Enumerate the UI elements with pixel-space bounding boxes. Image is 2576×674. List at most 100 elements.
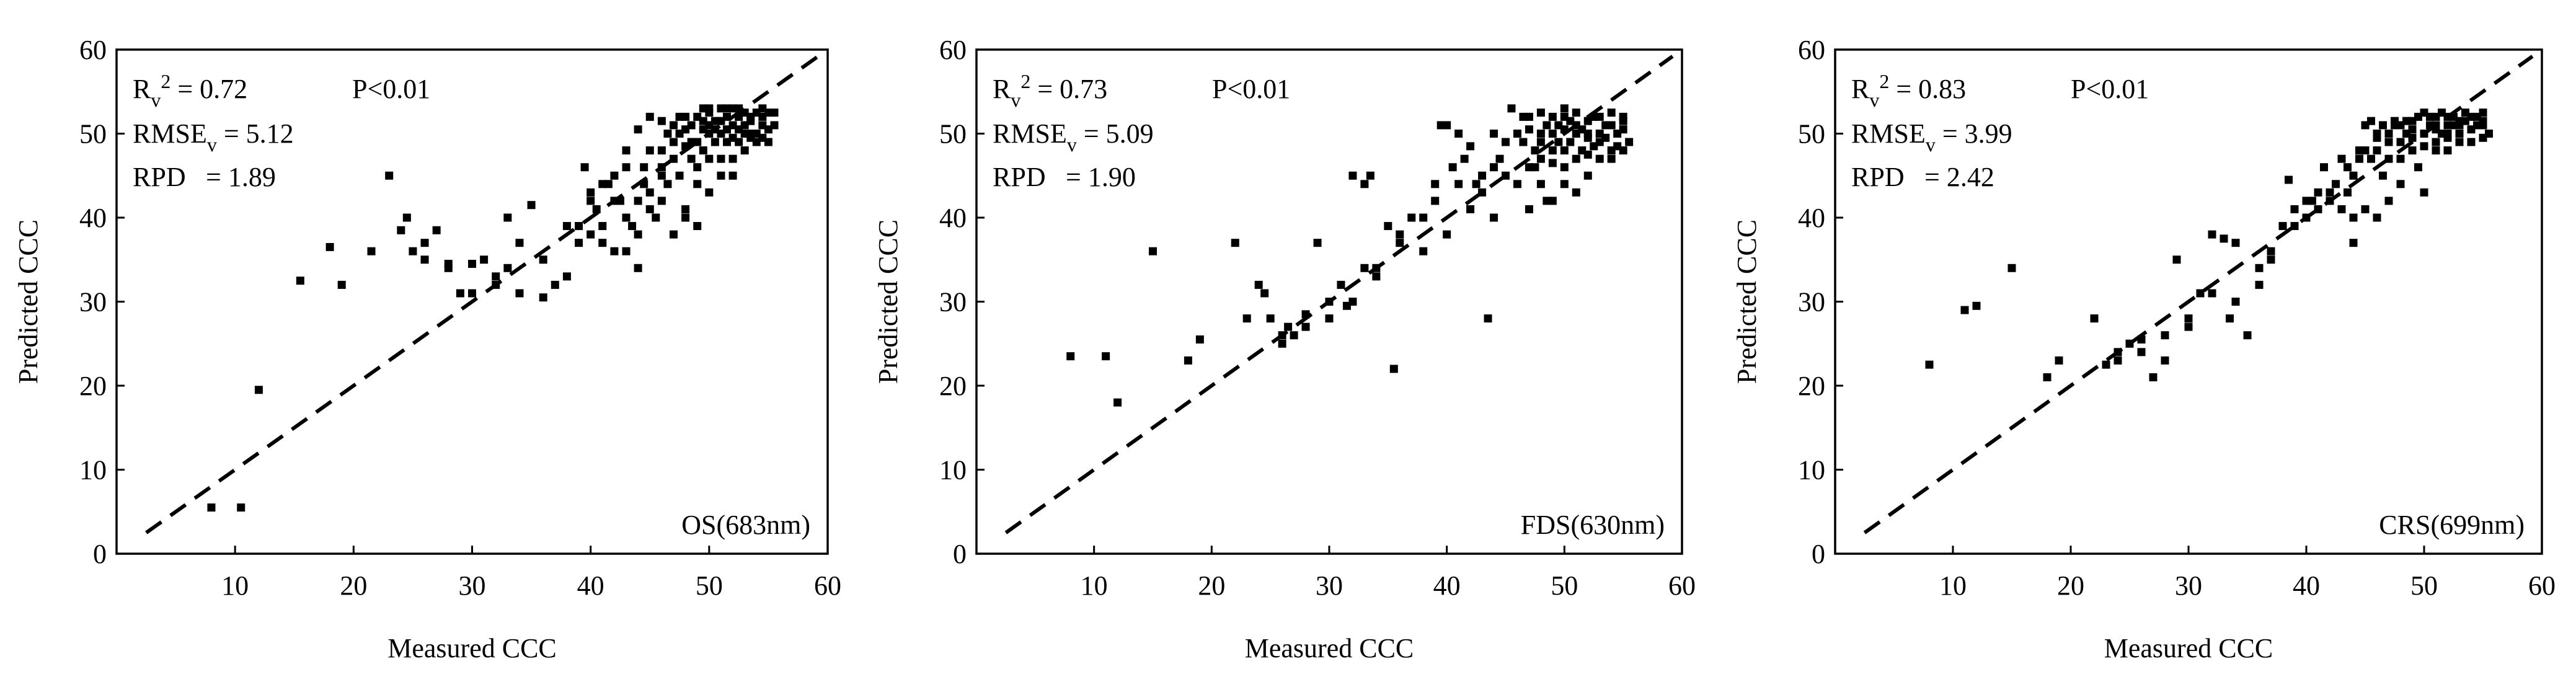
x-axis-label: Measured CCC (1245, 633, 1414, 663)
data-point (1325, 298, 1334, 306)
data-point (1601, 133, 1610, 142)
data-point (2443, 112, 2452, 121)
data-point (2267, 247, 2275, 255)
data-point (2344, 188, 2352, 197)
data-point (580, 163, 589, 172)
data-point (1972, 301, 1981, 310)
data-point (622, 213, 631, 222)
data-point (2285, 175, 2293, 184)
data-point (717, 154, 725, 163)
data-point (663, 130, 672, 138)
data-point (1366, 171, 1374, 180)
data-point (746, 112, 755, 121)
data-point (1578, 125, 1587, 134)
data-point (1560, 163, 1569, 172)
data-point (1619, 117, 1627, 125)
data-point (2102, 360, 2110, 369)
data-point (2231, 239, 2240, 247)
data-point (1554, 138, 1563, 146)
data-point (2149, 373, 2158, 381)
data-point (2349, 239, 2358, 247)
data-point (2467, 112, 2476, 121)
data-point (1419, 213, 1428, 222)
data-point (2231, 298, 2240, 306)
data-point (622, 247, 631, 255)
data-point (1360, 264, 1369, 272)
data-point (628, 222, 637, 231)
data-point (2007, 264, 2016, 272)
data-point (1560, 146, 1569, 155)
data-point (1396, 230, 1404, 239)
data-point (1525, 205, 1533, 213)
data-point (1607, 121, 1616, 130)
data-point (2290, 222, 2299, 231)
data-point (420, 239, 429, 247)
stat-r2: Rv2 = 0.72 (133, 70, 247, 111)
data-point (1266, 314, 1275, 323)
data-point (2355, 154, 2363, 163)
data-point (2255, 264, 2264, 272)
data-point (1572, 109, 1580, 117)
data-point (2384, 197, 2393, 205)
data-point (2479, 133, 2487, 142)
data-point (740, 146, 749, 155)
data-point (2361, 205, 2370, 213)
data-point (710, 125, 719, 134)
stat-rmse: RMSEv = 5.09 (993, 118, 1154, 156)
y-tick-label: 0 (1812, 539, 1825, 569)
data-point (1548, 146, 1557, 155)
data-point (622, 163, 631, 172)
data-point (492, 280, 500, 289)
data-point (735, 104, 743, 113)
stat-p-value: P<0.01 (352, 74, 430, 104)
data-point (699, 117, 707, 125)
data-point (1619, 146, 1627, 155)
data-point (2414, 163, 2422, 172)
data-point (1502, 171, 1510, 180)
y-tick-label: 20 (939, 371, 967, 401)
data-point (657, 171, 666, 180)
data-point (1448, 163, 1457, 172)
data-point (1583, 150, 1592, 159)
data-point (385, 171, 394, 180)
data-point (640, 180, 648, 188)
chart-panel-3: 10 20 30 40 50 60 0 10 20 30 40 50 60 Measured CCC Pre… (1732, 35, 2556, 663)
data-point (1443, 121, 1451, 130)
chart-panel-1: 10 20 30 40 50 60 0 10 20 30 40 50 60 Measured CCC Pre… (13, 35, 841, 663)
y-tick-label: 10 (1798, 455, 1825, 486)
stat-rpd-value: = 1.90 (1066, 162, 1136, 192)
data-point (1960, 306, 1969, 314)
data-point (367, 247, 376, 255)
data-point (325, 242, 334, 251)
data-point (1443, 230, 1451, 239)
data-point (337, 280, 346, 289)
data-point (770, 109, 779, 117)
data-point (687, 154, 696, 163)
x-tick-label: 60 (2528, 570, 2556, 601)
data-point (1548, 159, 1557, 167)
x-tick-label: 50 (1551, 570, 1578, 601)
data-point (681, 213, 690, 222)
data-point (2326, 197, 2334, 205)
data-point (2161, 356, 2169, 365)
x-tick-label: 40 (1433, 570, 1461, 601)
data-point (1595, 154, 1604, 163)
data-point (1536, 130, 1545, 138)
data-point (2379, 121, 2387, 130)
data-point (1431, 197, 1440, 205)
data-point (527, 201, 536, 210)
data-point (2349, 171, 2358, 180)
data-point (1301, 310, 1310, 319)
data-point (1478, 188, 1487, 197)
data-point (480, 255, 489, 264)
stat-rmse: RMSEv = 5.12 (133, 118, 294, 156)
data-point (2349, 213, 2358, 222)
data-point (254, 386, 263, 394)
data-point (2420, 142, 2428, 151)
data-point (562, 272, 571, 281)
data-point (746, 130, 755, 138)
y-tick-label: 60 (1798, 35, 1825, 65)
data-point (1384, 222, 1392, 231)
data-point (1454, 180, 1463, 188)
data-point (598, 239, 607, 247)
